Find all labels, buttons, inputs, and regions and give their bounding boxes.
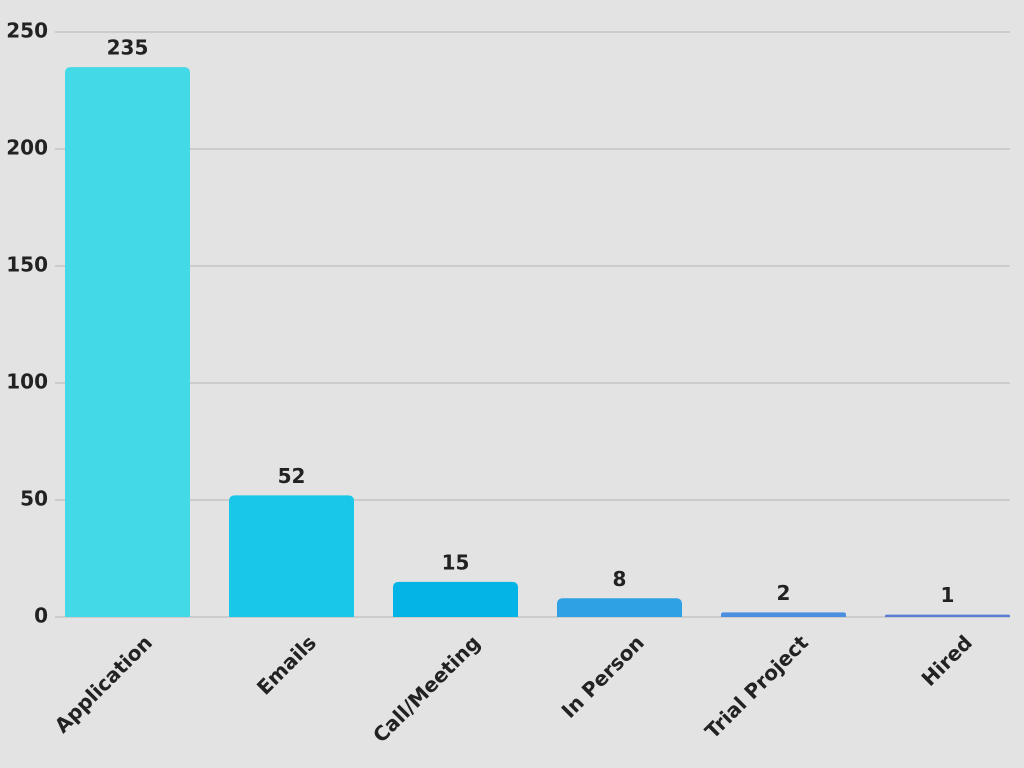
value-label: 52	[278, 464, 306, 488]
y-tick-label: 200	[6, 136, 48, 160]
y-tick-label: 50	[20, 487, 48, 511]
bar	[885, 614, 1010, 617]
bar	[393, 581, 518, 617]
bar	[65, 67, 190, 618]
value-label: 8	[613, 567, 627, 591]
y-tick-label: 150	[6, 253, 48, 277]
value-label: 2	[777, 581, 791, 605]
bar	[229, 495, 354, 617]
value-label: 1	[941, 583, 955, 607]
value-label: 235	[107, 36, 149, 60]
bar	[557, 598, 682, 617]
y-tick-label: 250	[6, 19, 48, 43]
bar	[721, 612, 846, 617]
value-label: 15	[442, 550, 470, 574]
y-tick-label: 0	[34, 604, 48, 628]
y-tick-label: 100	[6, 370, 48, 394]
